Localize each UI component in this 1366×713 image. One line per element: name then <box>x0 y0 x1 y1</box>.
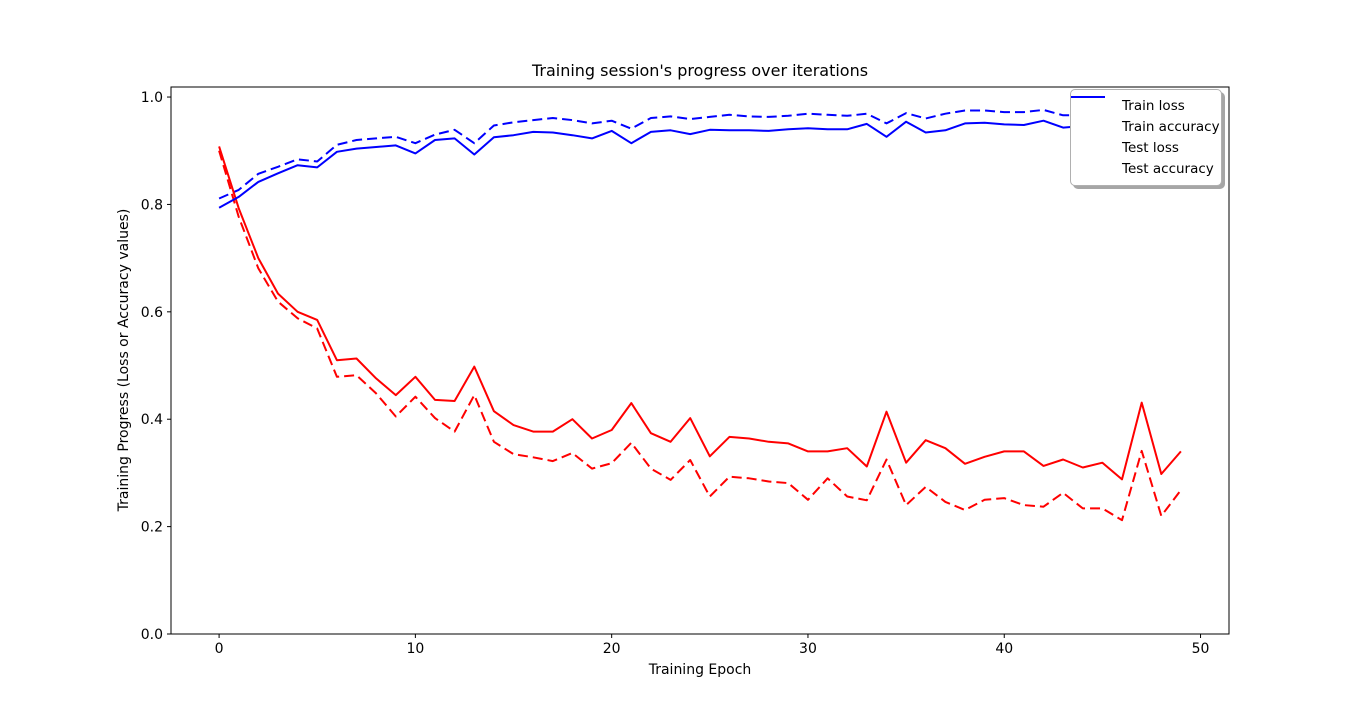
test-accuracy-line <box>218 119 1181 209</box>
x-tick-label: 20 <box>603 641 621 657</box>
y-tick-label: 0.2 <box>141 520 163 536</box>
x-tick-label: 40 <box>995 641 1013 657</box>
x-tick-label: 0 <box>215 641 224 657</box>
legend-item-test-loss: Test loss <box>1071 96 1213 158</box>
y-tick-label: 0.4 <box>141 412 163 428</box>
legend-label: Train accuracy <box>1122 118 1220 135</box>
y-tick-label: 0.8 <box>141 197 163 213</box>
train-accuracy-line <box>218 108 1181 200</box>
plot-area <box>170 86 1230 635</box>
x-tick-label: 10 <box>406 641 424 657</box>
legend-dashed-line-sample <box>1071 96 1113 134</box>
legend-label: Test loss <box>1122 139 1179 156</box>
chart-title: Training session's progress over iterati… <box>531 61 869 80</box>
test-loss-line <box>218 146 1182 481</box>
legend-box: Train loss Train accuracy Test loss Test ac… <box>1070 89 1222 186</box>
x-tick-label: 30 <box>799 641 817 657</box>
legend-label: Train loss <box>1122 97 1185 114</box>
x-axis-label: Training Epoch <box>648 662 752 678</box>
y-tick-label: 0.0 <box>141 627 163 643</box>
y-tick-label: 1.0 <box>141 90 163 106</box>
legend-solid-line-sample <box>1071 96 1113 176</box>
legend-solid-line-sample <box>1071 96 1113 155</box>
legend-item-train-accuracy: Train accuracy <box>1071 96 1220 137</box>
y-tick-label: 0.6 <box>141 305 163 321</box>
train-loss-line <box>218 150 1182 522</box>
x-tick-label: 50 <box>1192 641 1210 657</box>
legend-item-test-accuracy: Test accuracy <box>1071 96 1214 179</box>
legend-label: Test accuracy <box>1122 160 1214 177</box>
